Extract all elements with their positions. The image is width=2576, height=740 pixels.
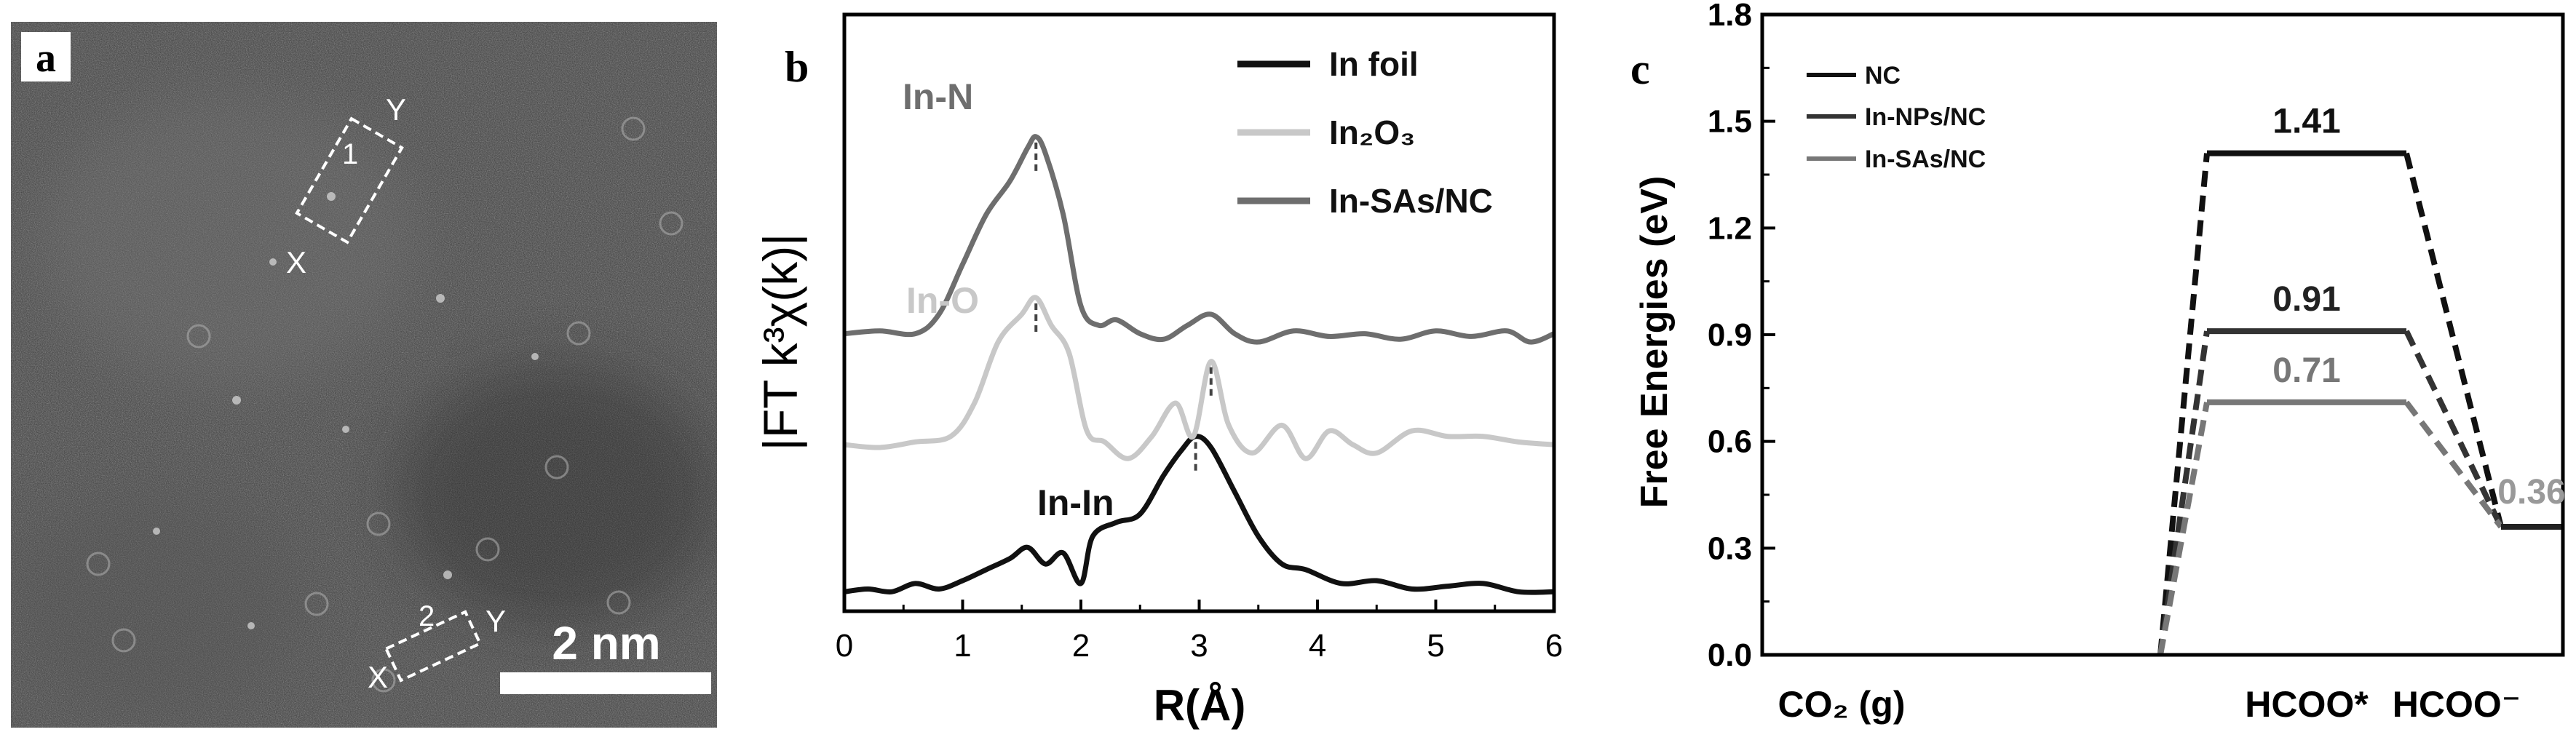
- connector-2-in-sas-nc: [2403, 400, 2504, 529]
- data-label-0-71: 0.71: [2272, 351, 2340, 390]
- y-tick-label-c: 1.8: [1708, 0, 1752, 33]
- x-tick-label-b: 5: [1427, 628, 1444, 664]
- panel-a-label-box: [21, 32, 71, 81]
- panel-b-chart: b |FT k³χ(k)| 0 1 2 3 4 5 6 R(Å) In foil In₂O₃ I…: [753, 12, 1563, 730]
- scale-bar-label: 2 nm: [552, 617, 660, 669]
- data-label-0-91: 0.91: [2272, 280, 2340, 319]
- legend-label-c-in-sas-nc: In-SAs/NC: [1865, 146, 1986, 173]
- box-1: 1 X Y: [286, 92, 406, 279]
- x-tick-label-b: 1: [954, 628, 971, 664]
- y-axis-label-c: Free Energies (eV): [1633, 176, 1676, 509]
- box-2-x-label: X: [368, 660, 388, 694]
- y-tick-label-c: 1.2: [1708, 210, 1752, 246]
- legend-label-c-in-nps-nc: In-NPs/NC: [1865, 103, 1986, 131]
- legend-label-in-o-: In₂O₃: [1329, 114, 1415, 151]
- y-axis-label-b: |FT k³χ(k)|: [753, 234, 807, 451]
- box-2-y-label: Y: [486, 604, 506, 638]
- x-tick-label-b: 4: [1309, 628, 1326, 664]
- series-line-in-o-: [844, 295, 1555, 461]
- connector-1-in-sas-nc: [2157, 402, 2210, 656]
- connector-2-in-nps-nc: [2403, 330, 2504, 528]
- legend-label-in-sas-nc: In-SAs/NC: [1329, 182, 1493, 220]
- annotation-in-n: In-N: [903, 76, 973, 117]
- panel-c-label: c: [1630, 45, 1650, 93]
- legend-label-c-nc: NC: [1865, 62, 1901, 89]
- panel-b-label: b: [785, 43, 809, 91]
- box-2-number: 2: [419, 600, 435, 632]
- panel-a: a 1 X Y 2 X Y 2 nm: [11, 22, 717, 728]
- category-label-1: HCOO*: [2245, 684, 2369, 725]
- x-tick-label-b: 3: [1190, 628, 1208, 664]
- x-tick-label-b: 0: [836, 628, 853, 664]
- data-label-1-41: 1.41: [2272, 103, 2340, 141]
- x-tick-label-b: 2: [1072, 628, 1090, 664]
- box-1-y-label: Y: [386, 92, 406, 127]
- atom-markers: [86, 116, 683, 693]
- x-tick-label-b: 6: [1545, 628, 1563, 664]
- y-tick-label-c: 1.5: [1708, 104, 1752, 140]
- category-label-0: CO₂ (g): [1778, 684, 1906, 725]
- legend-label-in-foil: In foil: [1329, 45, 1419, 83]
- box-2: 2 X Y: [368, 600, 506, 694]
- panel-c-chart: c Free Energies (eV) 0.0 0.3 0.6 0.9 1.2 1.5 1…: [1630, 0, 2566, 725]
- scale-bar: [500, 672, 711, 694]
- connector-1-nc: [2157, 153, 2210, 656]
- x-axis-label-b: R(Å): [1154, 681, 1246, 730]
- panel-a-label: a: [36, 36, 56, 81]
- box-1-x-label: X: [286, 245, 306, 279]
- box-1-number: 1: [342, 138, 358, 170]
- bright-spots: [153, 192, 539, 629]
- annotation-in-in: In-In: [1037, 482, 1114, 523]
- y-tick-label-c: 0.3: [1708, 530, 1752, 566]
- category-label-2: HCOO⁻: [2393, 684, 2521, 725]
- series-line-in-sas-nc: [844, 134, 1555, 345]
- data-label-0-36: 0.36: [2497, 473, 2565, 512]
- series-line-in-foil: [844, 434, 1555, 595]
- y-tick-label-c: 0.6: [1708, 424, 1752, 460]
- y-tick-label-c: 0.0: [1708, 637, 1752, 673]
- annotation-in-o: In-O: [906, 280, 979, 321]
- y-tick-label-c: 0.9: [1708, 317, 1752, 353]
- connector-2-nc: [2403, 152, 2504, 528]
